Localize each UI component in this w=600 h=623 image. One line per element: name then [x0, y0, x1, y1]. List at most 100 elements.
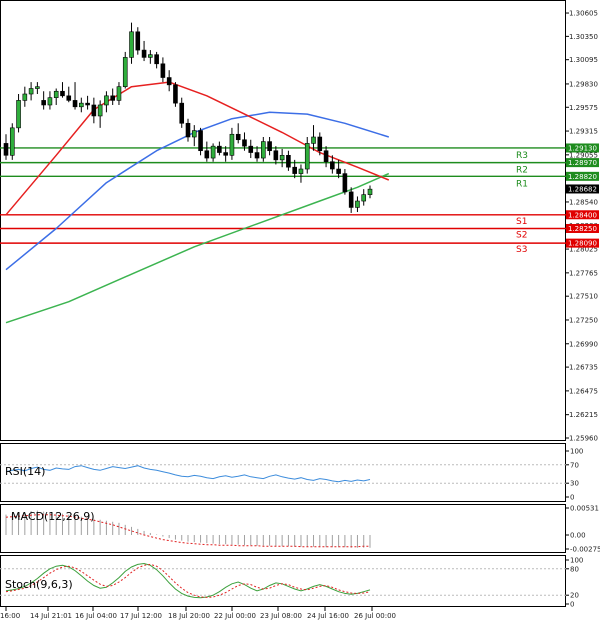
stoch-main-line	[5, 562, 371, 599]
bear-candle	[336, 168, 341, 174]
x-tick-label: 17 Jul 12:00	[120, 612, 162, 620]
bear-candle	[135, 31, 141, 51]
bull-candle	[104, 95, 109, 106]
level-label-r1: R1	[516, 179, 528, 189]
price-tick-label: 1.25960	[569, 435, 598, 443]
price-tick-label: 1.26475	[569, 387, 598, 395]
bear-candle	[286, 154, 291, 168]
x-tick-label: 23 Jul 08:00	[260, 612, 302, 620]
rsi-tick-label: 100	[570, 448, 583, 456]
level-price-badge	[566, 210, 599, 220]
level-price-badge-text: 1.28820	[568, 173, 597, 181]
bull-candle	[9, 127, 15, 156]
price-tick-label: 1.30605	[569, 10, 598, 18]
macd-tick-label: 0.00531	[570, 505, 599, 513]
bear-candle	[179, 102, 185, 124]
bull-candle	[122, 57, 128, 87]
x-tick-label: 16:00	[0, 612, 20, 620]
bear-candle	[41, 100, 46, 106]
x-tick-label: 16 Jul 04:00	[75, 612, 117, 620]
current-price-badge	[566, 184, 599, 194]
level-label-s2: S2	[516, 230, 527, 240]
level-price-badge	[566, 223, 599, 233]
stoch-signal-line	[5, 563, 371, 598]
level-price-badge-text: 1.28250	[568, 225, 597, 233]
bear-candle	[185, 122, 191, 138]
bear-candle	[348, 191, 354, 208]
bear-candle	[317, 136, 323, 152]
price-tick-label: 1.28025	[569, 246, 598, 254]
bear-candle	[173, 84, 178, 104]
bear-candle	[141, 49, 147, 58]
bear-candle	[72, 100, 78, 108]
stoch-tick-label: 80	[570, 565, 579, 573]
bear-candle	[110, 95, 115, 101]
bear-candle	[330, 161, 335, 170]
bear-candle	[248, 145, 254, 153]
stoch-tick-label: 20	[570, 592, 579, 600]
bull-candle	[35, 86, 40, 89]
x-tick-label: 24 Jul 16:00	[307, 612, 349, 620]
level-price-badge	[566, 238, 599, 248]
stoch-tick-label: 100	[570, 557, 583, 565]
bear-candle	[235, 133, 241, 141]
bear-candle	[66, 95, 72, 101]
bear-candle	[198, 130, 203, 152]
macd-signal-line	[5, 514, 370, 548]
bear-candle	[342, 173, 348, 193]
bear-candle	[160, 63, 166, 78]
price-tick-label: 1.29575	[569, 104, 598, 112]
bear-candle	[166, 77, 172, 86]
level-price-badge-text: 1.28970	[568, 159, 597, 167]
bull-candle	[298, 168, 304, 174]
level-price-badge-text: 1.28400	[568, 211, 597, 219]
bull-candle	[261, 141, 266, 159]
current-price-text: 1.28682	[568, 185, 597, 193]
bull-candle	[22, 93, 28, 101]
bear-candle	[223, 152, 228, 156]
stoch-panel-frame	[0, 555, 566, 607]
rsi-line	[5, 465, 371, 483]
bear-candle	[154, 54, 159, 65]
bear-candle	[3, 143, 9, 156]
bull-candle	[311, 136, 316, 144]
bull-candle	[355, 200, 360, 208]
x-tick-label: 18 Jul 20:00	[168, 612, 210, 620]
price-tick-label: 1.27765	[569, 269, 598, 277]
bull-candle	[304, 143, 310, 170]
price-tick-label: 1.29315	[569, 128, 598, 136]
price-tick-label: 1.26215	[569, 411, 598, 419]
price-tick-label: 1.26735	[569, 364, 598, 372]
bear-candle	[60, 90, 65, 97]
price-tick-label: 1.27250	[569, 316, 598, 324]
bear-candle	[254, 152, 260, 159]
bull-candle	[97, 104, 103, 117]
macd-label: MACD(12,26,9)	[11, 510, 95, 523]
level-price-badge	[566, 171, 599, 181]
stoch-label: Stoch(9,6,3)	[5, 578, 73, 591]
price-tick-label: 1.26990	[569, 340, 598, 348]
level-label-s1: S1	[516, 217, 527, 227]
main-panel-frame	[0, 0, 566, 441]
bear-candle	[91, 104, 97, 117]
bull-candle	[116, 86, 122, 101]
rsi-tick-label: 30	[570, 480, 579, 488]
bear-candle	[323, 150, 329, 163]
level-label-r3: R3	[516, 151, 528, 161]
bull-candle	[191, 130, 197, 138]
bull-candle	[16, 100, 21, 129]
bull-candle	[229, 133, 235, 156]
bull-candle	[47, 97, 53, 106]
price-tick-label: 1.29830	[569, 80, 598, 88]
bull-candle	[79, 102, 84, 108]
rsi-tick-label: 70	[570, 461, 579, 469]
level-price-badge	[566, 143, 599, 153]
bear-candle	[204, 150, 210, 159]
x-tick-label: 14 Jul 21:01	[30, 612, 72, 620]
bear-candle	[292, 166, 297, 174]
rsi-label: RSI(14)	[5, 465, 45, 478]
bear-candle	[242, 139, 247, 147]
price-tick-label: 1.29055	[569, 151, 598, 159]
level-price-badge-text: 1.28090	[568, 240, 597, 248]
